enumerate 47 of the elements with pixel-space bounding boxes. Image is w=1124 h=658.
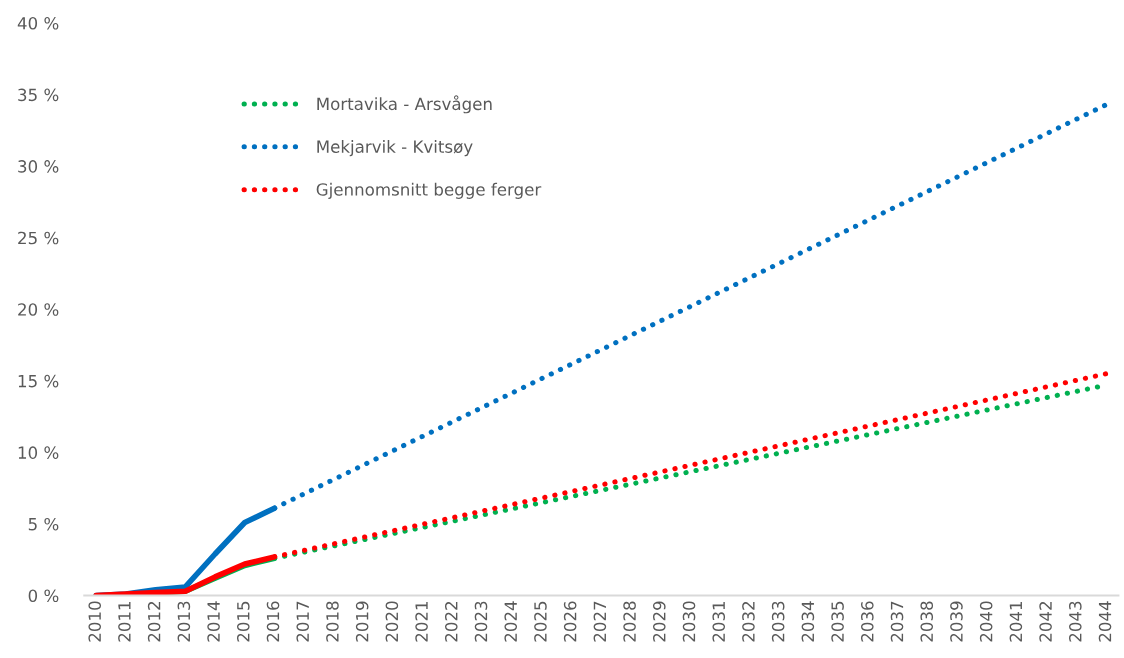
x-tick-label: 2043	[1069, 601, 1082, 642]
y-tick-label: 25 %	[18, 231, 59, 245]
x-tick-label: 2013	[177, 601, 191, 642]
y-tick-label: 35 %	[18, 88, 59, 102]
y-tick-label: 10 %	[18, 446, 59, 459]
y-tick-label: 15 %	[18, 374, 59, 388]
x-tick-label: 2019	[355, 601, 369, 642]
y-tick-label: 30 %	[18, 160, 59, 173]
x-tick-label: 2018	[326, 601, 339, 642]
x-tick-label: 2021	[415, 601, 428, 642]
x-tick-label: 2040	[979, 601, 993, 642]
x-tick-label: 2033	[771, 601, 785, 642]
x-tick-label: 2038	[920, 601, 934, 642]
x-tick-label: 2035	[831, 601, 844, 642]
y-tick-label: 5 %	[28, 517, 59, 531]
x-tick-label: 2014	[207, 601, 220, 642]
x-tick-label: 2044	[1098, 601, 1112, 642]
legend-label: Gjennomsnitt begge ferger	[316, 182, 542, 199]
x-tick-label: 2029	[653, 601, 666, 642]
x-tick-label: 2036	[861, 601, 874, 642]
x-tick-label: 2042	[1039, 602, 1052, 642]
x-tick-label: 2012	[147, 602, 161, 642]
x-tick-label: 2041	[1009, 601, 1023, 642]
x-tick-label: 2032	[742, 602, 755, 642]
x-tick-label: 2034	[801, 601, 815, 642]
x-tick-label: 2030	[682, 601, 696, 642]
x-tick-label: 2039	[950, 601, 963, 642]
y-tick-label: 40 %	[17, 16, 59, 30]
x-tick-label: 2015	[236, 601, 250, 642]
legend-label: Mekjarvik - Kvitsøy	[317, 140, 473, 157]
y-tick-label: 0 %	[28, 589, 59, 603]
legend-label: Mortavika - Arsvågen	[317, 95, 492, 114]
x-tick-label: 2023	[474, 601, 488, 642]
x-tick-label: 2025	[534, 601, 547, 642]
x-tick-label: 2016	[266, 601, 280, 642]
x-tick-label: 2026	[563, 601, 577, 642]
x-tick-label: 2031	[712, 601, 726, 642]
x-tick-label: 2010	[88, 601, 102, 642]
x-tick-label: 2022	[444, 602, 458, 642]
x-tick-label: 2017	[296, 601, 310, 642]
x-tick-label: 2037	[890, 601, 904, 642]
x-tick-label: 2024	[504, 601, 518, 642]
x-tick-label: 2011	[118, 601, 131, 642]
x-tick-label: 2020	[385, 601, 399, 642]
x-tick-label: 2028	[623, 601, 636, 642]
x-tick-label: 2027	[593, 601, 607, 642]
y-tick-label: 20 %	[18, 303, 59, 316]
